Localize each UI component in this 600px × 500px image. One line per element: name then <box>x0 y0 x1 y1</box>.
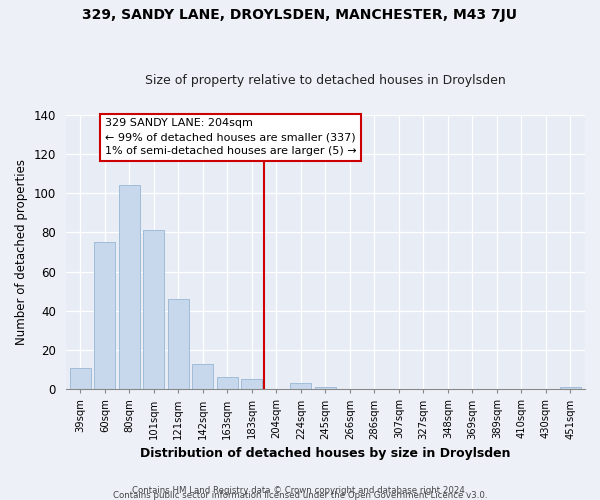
Bar <box>560 388 581 390</box>
Bar <box>168 299 189 390</box>
Bar <box>193 364 213 390</box>
Bar <box>290 384 311 390</box>
X-axis label: Distribution of detached houses by size in Droylsden: Distribution of detached houses by size … <box>140 447 511 460</box>
Bar <box>241 380 262 390</box>
Bar <box>94 242 115 390</box>
Text: Contains HM Land Registry data © Crown copyright and database right 2024.: Contains HM Land Registry data © Crown c… <box>132 486 468 495</box>
Bar <box>217 378 238 390</box>
Bar <box>119 185 140 390</box>
Title: Size of property relative to detached houses in Droylsden: Size of property relative to detached ho… <box>145 74 506 87</box>
Y-axis label: Number of detached properties: Number of detached properties <box>15 159 28 345</box>
Bar <box>315 388 336 390</box>
Text: 329, SANDY LANE, DROYLSDEN, MANCHESTER, M43 7JU: 329, SANDY LANE, DROYLSDEN, MANCHESTER, … <box>83 8 517 22</box>
Bar <box>143 230 164 390</box>
Text: 329 SANDY LANE: 204sqm
← 99% of detached houses are smaller (337)
1% of semi-det: 329 SANDY LANE: 204sqm ← 99% of detached… <box>105 118 356 156</box>
Text: Contains public sector information licensed under the Open Government Licence v3: Contains public sector information licen… <box>113 491 487 500</box>
Bar <box>70 368 91 390</box>
